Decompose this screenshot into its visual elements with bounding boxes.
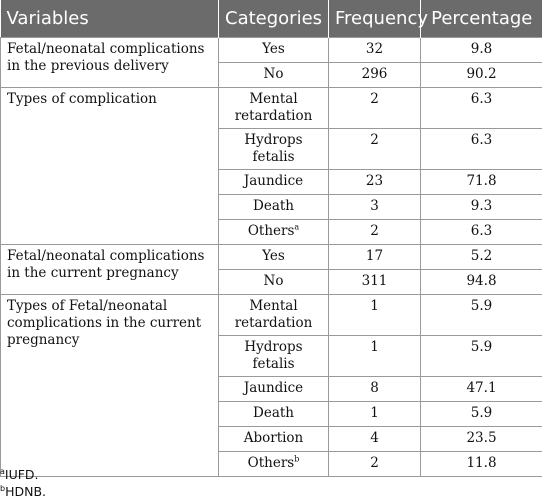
category-cell: Hydrops fetalis bbox=[218, 335, 329, 377]
table-row: Types of complication Mental retardation 2… bbox=[0, 87, 542, 245]
header-variables: Variables bbox=[0, 0, 219, 38]
table-row: Fetal/neonatal complications in the prev… bbox=[0, 37, 542, 88]
frequency-cell: 2 bbox=[328, 128, 421, 170]
frequency-cell: 17 bbox=[328, 244, 421, 270]
header-percentage: Percentage bbox=[420, 0, 542, 38]
category-cell: Othersb bbox=[218, 451, 329, 477]
category-cell: Yes bbox=[218, 244, 329, 270]
frequency-cell: 8 bbox=[328, 376, 421, 402]
category-cell: Yes bbox=[218, 37, 329, 63]
table-row: Othersa 2 6.3 bbox=[1, 219, 542, 245]
percentage-cell: 9.3 bbox=[420, 194, 542, 220]
variable-cell: Fetal/neonatal complications in the prev… bbox=[0, 37, 219, 88]
percentage-cell: 6.3 bbox=[420, 219, 542, 245]
category-cell: No bbox=[218, 62, 329, 88]
percentage-cell: 11.8 bbox=[420, 451, 542, 477]
table-row: Othersb 2 11.8 bbox=[1, 451, 542, 477]
table-row: Jaundice 23 71.8 bbox=[1, 169, 542, 195]
category-cell: Jaundice bbox=[218, 169, 329, 195]
frequency-cell: 3 bbox=[328, 194, 421, 220]
footnotes: aIUFD. bHDNB. bbox=[0, 466, 46, 500]
frequency-cell: 296 bbox=[328, 62, 421, 88]
category-cell: Abortion bbox=[218, 426, 329, 452]
percentage-cell: 90.2 bbox=[420, 62, 542, 88]
frequency-cell: 2 bbox=[328, 219, 421, 245]
footnote-mark: a bbox=[294, 222, 300, 232]
frequency-cell: 32 bbox=[328, 37, 421, 63]
category-cell: Mental retardation bbox=[218, 294, 329, 336]
percentage-cell: 23.5 bbox=[420, 426, 542, 452]
table-row: Hydrops fetalis 2 6.3 bbox=[1, 128, 542, 170]
table-body: Fetal/neonatal complications in the prev… bbox=[0, 37, 542, 477]
table-row: Types of Fetal/neonatal complications in… bbox=[0, 294, 542, 477]
frequency-cell: 23 bbox=[328, 169, 421, 195]
header-categories: Categories bbox=[218, 0, 329, 38]
category-cell: Mental retardation bbox=[218, 87, 329, 129]
frequency-cell: 1 bbox=[328, 335, 421, 377]
percentage-cell: 9.8 bbox=[420, 37, 542, 63]
percentage-cell: 5.9 bbox=[420, 401, 542, 427]
percentage-cell: 71.8 bbox=[420, 169, 542, 195]
frequency-cell: 4 bbox=[328, 426, 421, 452]
category-cell: Jaundice bbox=[218, 376, 329, 402]
header-row: Variables Categories Frequency Percentag… bbox=[0, 0, 542, 38]
percentage-cell: 5.2 bbox=[420, 244, 542, 270]
percentage-cell: 6.3 bbox=[420, 128, 542, 170]
frequency-cell: 1 bbox=[328, 401, 421, 427]
category-cell: Death bbox=[218, 194, 329, 220]
percentage-cell: 47.1 bbox=[420, 376, 542, 402]
frequency-cell: 2 bbox=[328, 451, 421, 477]
percentage-cell: 6.3 bbox=[420, 87, 542, 129]
category-cell: No bbox=[218, 269, 329, 295]
table-row: Jaundice 8 47.1 bbox=[1, 376, 542, 402]
category-cell: Hydrops fetalis bbox=[218, 128, 329, 170]
table-row: Death 3 9.3 bbox=[1, 194, 542, 220]
footnote: bHDNB. bbox=[0, 483, 47, 499]
variable-cell: Types of Fetal/neonatal complications in… bbox=[0, 294, 219, 477]
category-cell: Othersa bbox=[218, 219, 329, 245]
complications-table: Variables Categories Frequency Percentag… bbox=[0, 0, 542, 477]
variable-cell: Types of complication bbox=[0, 87, 219, 245]
header-frequency: Frequency bbox=[328, 0, 428, 38]
frequency-cell: 1 bbox=[328, 294, 421, 336]
percentage-cell: 5.9 bbox=[420, 294, 542, 336]
frequency-cell: 311 bbox=[328, 269, 421, 295]
variable-cell: Fetal/neonatal complications in the curr… bbox=[0, 244, 219, 295]
category-cell: Death bbox=[218, 401, 329, 427]
table-row: Fetal/neonatal complications in the curr… bbox=[0, 244, 542, 295]
footnote-mark: b bbox=[294, 454, 300, 464]
percentage-cell: 94.8 bbox=[420, 269, 542, 295]
percentage-cell: 5.9 bbox=[420, 335, 542, 377]
frequency-cell: 2 bbox=[328, 87, 421, 129]
footnote: aIUFD. bbox=[0, 466, 39, 482]
